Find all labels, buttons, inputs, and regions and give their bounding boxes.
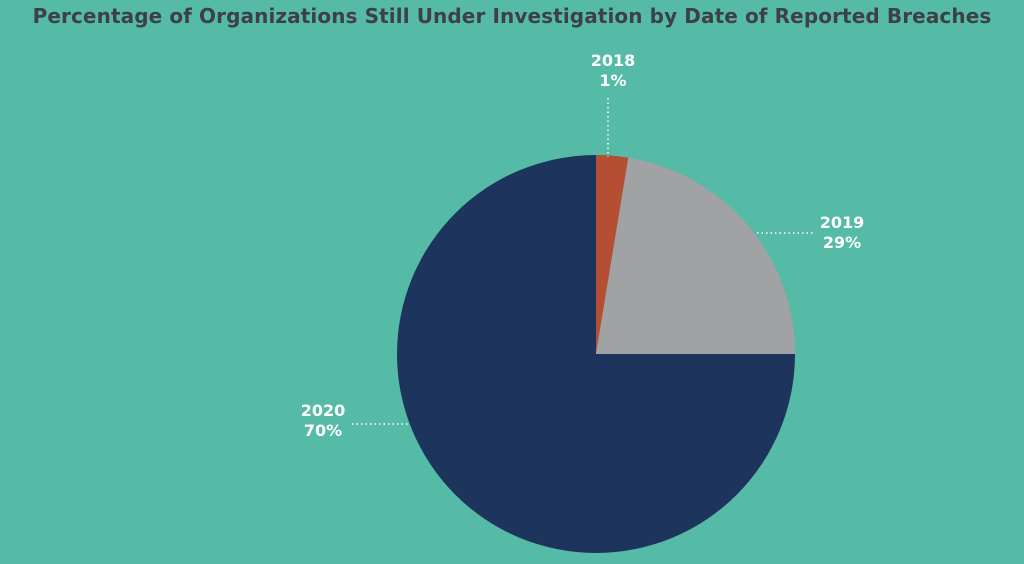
pie-slices [397, 155, 795, 553]
chart-title: Percentage of Organizations Still Under … [32, 4, 992, 28]
slice-value-2018: 1% [599, 71, 626, 90]
pie-slice-2019 [596, 157, 795, 354]
slice-label-2020: 2020 [301, 401, 346, 420]
pie-slice-2018 [596, 155, 629, 354]
pie-slice-2020 [397, 155, 795, 553]
slice-label-2018: 2018 [591, 51, 636, 70]
slice-value-2020: 70% [304, 421, 342, 440]
slice-label-2019: 2019 [820, 213, 865, 232]
slice-value-2019: 29% [823, 233, 861, 252]
